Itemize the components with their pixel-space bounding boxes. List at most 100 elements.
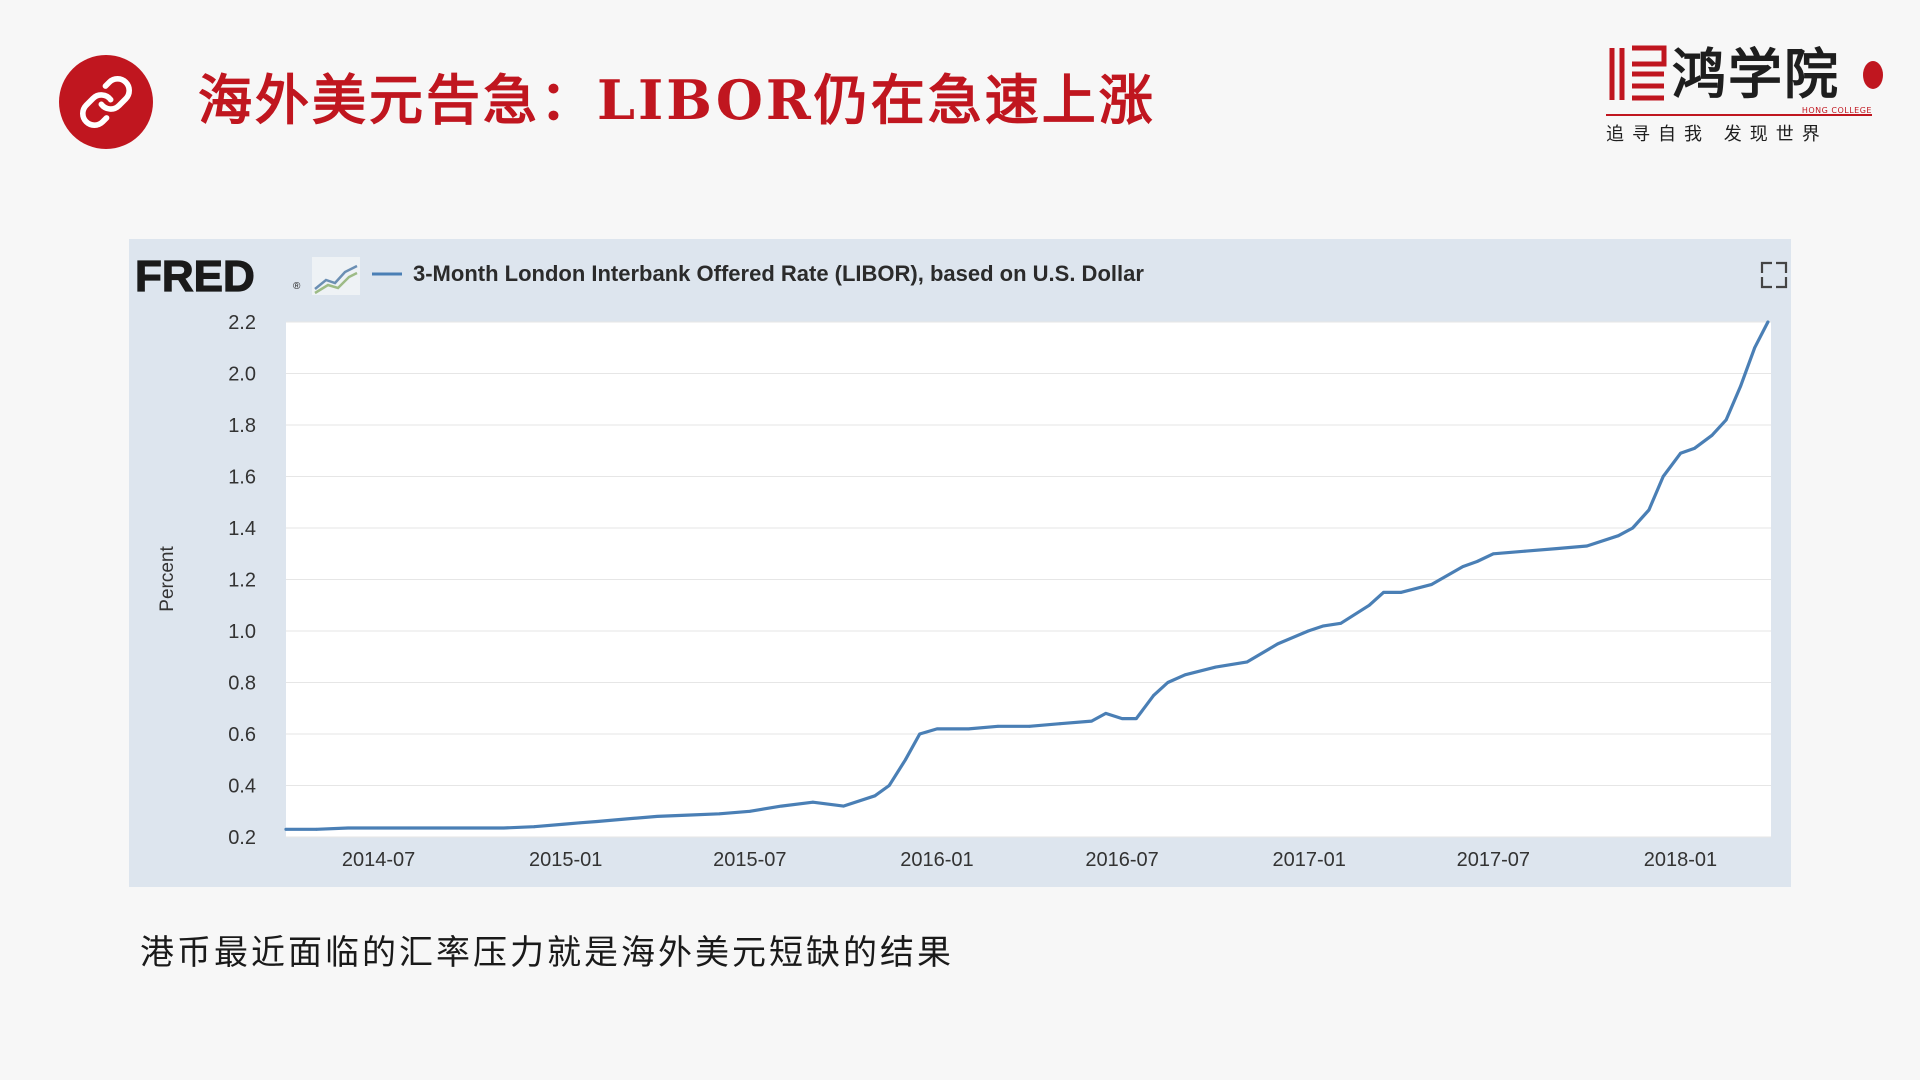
y-axis-label: Percent bbox=[157, 546, 178, 612]
data-point bbox=[887, 784, 891, 787]
x-tick-label: 2017-07 bbox=[1457, 849, 1530, 871]
data-point bbox=[284, 827, 288, 831]
data-point bbox=[563, 822, 567, 826]
x-tick-label: 2018-01 bbox=[1644, 849, 1717, 871]
data-point bbox=[1753, 346, 1757, 350]
data-point bbox=[904, 758, 907, 762]
expand-icon[interactable] bbox=[1760, 261, 1788, 289]
logo-divider bbox=[1606, 114, 1872, 116]
y-tick-label: 0.6 bbox=[228, 724, 256, 746]
series-layer bbox=[284, 320, 1770, 831]
data-point bbox=[595, 820, 599, 823]
link-icon bbox=[80, 76, 132, 128]
data-point bbox=[1585, 544, 1589, 548]
data-point bbox=[1461, 565, 1465, 568]
fred-chart-panel: FRED ® 3-Month London Interbank Offered … bbox=[129, 239, 1791, 887]
y-tick-label: 1.4 bbox=[228, 518, 256, 540]
data-point bbox=[440, 826, 443, 830]
data-point bbox=[1322, 624, 1325, 628]
data-point bbox=[502, 826, 506, 830]
chart-header: FRED ® 3-Month London Interbank Offered … bbox=[134, 251, 1788, 302]
data-point bbox=[1339, 621, 1343, 625]
data-point bbox=[842, 804, 845, 808]
data-point bbox=[1766, 320, 1770, 324]
data-point bbox=[1647, 508, 1651, 512]
y-tick-label: 1.0 bbox=[228, 621, 256, 643]
data-point bbox=[1306, 629, 1310, 633]
data-point bbox=[1617, 534, 1620, 538]
x-tick-label: 2015-07 bbox=[713, 849, 786, 871]
data-point bbox=[811, 800, 815, 804]
data-point bbox=[1120, 717, 1124, 720]
data-point bbox=[1491, 552, 1495, 556]
data-point bbox=[578, 821, 582, 825]
logo-name: 鸿学院 bbox=[1672, 42, 1840, 106]
data-point bbox=[935, 727, 939, 731]
data-point bbox=[1710, 433, 1714, 437]
data-point bbox=[996, 724, 1000, 728]
data-point bbox=[408, 826, 412, 830]
data-point bbox=[346, 826, 350, 830]
gridlines bbox=[286, 321, 1771, 838]
title-badge bbox=[59, 55, 153, 149]
y-tick-label: 1.8 bbox=[228, 415, 256, 437]
data-point bbox=[1475, 560, 1479, 563]
data-point bbox=[1399, 591, 1403, 594]
x-tick-label: 2015-01 bbox=[529, 849, 602, 871]
data-point bbox=[1134, 717, 1138, 720]
data-point bbox=[686, 813, 690, 817]
data-point bbox=[1058, 722, 1062, 726]
college-logo: 鸿学院 HONG COLLEGE 追寻自我 发现世界 bbox=[1606, 40, 1884, 145]
slide-caption: 港币最近面临的汇率压力就是海外美元短缺的结果 bbox=[140, 933, 954, 973]
data-point bbox=[470, 826, 474, 830]
x-tick-label: 2017-01 bbox=[1273, 849, 1346, 871]
logo-seal-icon bbox=[1609, 45, 1667, 101]
libor-chart: FRED ® 3-Month London Interbank Offered … bbox=[134, 251, 1788, 871]
y-axis-ticks: 0.2 0.4 0.6 0.8 1.0 1.2 1.4 1.6 1.8 2.0 2.2 bbox=[228, 312, 256, 849]
data-point bbox=[624, 817, 628, 821]
data-point bbox=[1523, 549, 1527, 553]
data-point bbox=[655, 815, 659, 818]
data-point bbox=[1724, 418, 1728, 422]
data-point bbox=[377, 826, 380, 830]
fred-chart-icon bbox=[312, 257, 360, 295]
data-point bbox=[1276, 642, 1280, 646]
data-point bbox=[873, 794, 877, 798]
data-point bbox=[1429, 583, 1433, 586]
x-tick-label: 2016-01 bbox=[900, 849, 973, 871]
data-point bbox=[717, 812, 721, 816]
data-point bbox=[1166, 681, 1170, 684]
y-tick-label: 1.6 bbox=[228, 467, 256, 489]
data-point bbox=[1104, 712, 1108, 715]
fred-brand: FRED bbox=[135, 252, 255, 301]
data-point bbox=[1555, 547, 1558, 550]
x-tick-label: 2014-07 bbox=[342, 849, 415, 871]
data-point bbox=[1382, 591, 1385, 594]
logo-english: HONG COLLEGE bbox=[1801, 106, 1872, 115]
logo-motto: 追寻自我 发现世界 bbox=[1606, 124, 1828, 145]
data-point bbox=[1367, 603, 1371, 607]
logo-stamp-icon bbox=[1863, 61, 1883, 89]
data-point bbox=[918, 732, 922, 736]
y-tick-label: 2.0 bbox=[228, 364, 256, 386]
data-point bbox=[1028, 724, 1031, 728]
data-point bbox=[1661, 475, 1665, 478]
data-point bbox=[1739, 385, 1742, 388]
x-tick-label: 2016-07 bbox=[1085, 849, 1158, 871]
y-tick-label: 0.2 bbox=[228, 827, 256, 849]
data-point bbox=[1631, 526, 1635, 530]
data-point bbox=[779, 804, 783, 808]
data-point bbox=[1214, 665, 1218, 669]
data-point bbox=[532, 825, 536, 829]
data-point bbox=[1679, 451, 1682, 455]
data-point bbox=[1183, 673, 1187, 677]
data-point bbox=[748, 809, 752, 813]
slide-title: 海外美元告急：LIBOR仍在急速上涨 bbox=[198, 68, 1156, 132]
chart-series-title: 3-Month London Interbank Offered Rate (L… bbox=[413, 261, 1144, 286]
y-tick-label: 1.2 bbox=[228, 570, 256, 592]
data-point bbox=[1245, 660, 1249, 664]
y-tick-label: 0.8 bbox=[228, 673, 256, 695]
fred-registered-mark: ® bbox=[293, 281, 301, 292]
data-point bbox=[1090, 719, 1093, 723]
x-axis-ticks: 2014-07 2015-01 2015-07 2016-01 2016-07 2017-… bbox=[342, 849, 1717, 871]
